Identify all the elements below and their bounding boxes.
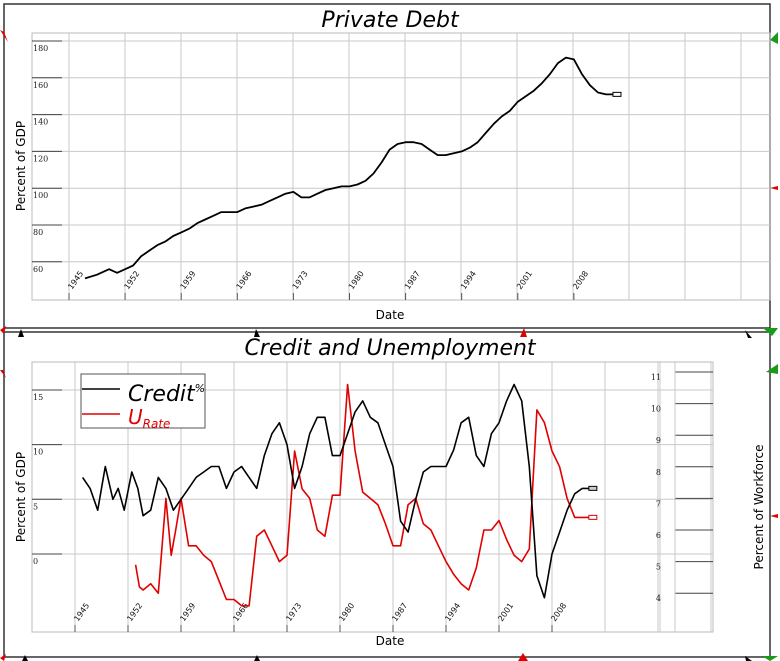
handle-green-arrow-icon[interactable]: [763, 328, 778, 336]
y-tick-label: 5: [33, 502, 38, 511]
handle-red-arrow-icon[interactable]: [0, 30, 8, 42]
right-y-tick-label: 8: [656, 468, 661, 477]
handle-green-arrow-icon[interactable]: [762, 656, 778, 661]
credit-unemployment-title: Credit and Unemployment: [244, 336, 536, 361]
panel-handles[interactable]: [0, 30, 778, 661]
private-debt-ylabel: Percent of GDP: [14, 121, 28, 211]
handle-black-arrow-icon[interactable]: [254, 655, 260, 661]
handle-red-arrow-icon[interactable]: [0, 370, 6, 378]
private-debt-title: Private Debt: [321, 8, 460, 33]
y-tick-label: 140: [33, 118, 48, 127]
legend-urate-label: URate: [128, 405, 170, 431]
handle-black-arrow-icon[interactable]: [254, 329, 260, 337]
handle-red-tick-icon[interactable]: [770, 186, 778, 190]
y-tick-label: 120: [33, 154, 48, 163]
private-debt-line: [84, 56, 614, 280]
handle-red-arrow-icon[interactable]: [0, 326, 6, 334]
handle-red-arrow-icon[interactable]: [520, 328, 527, 337]
plot-frame: [31, 361, 714, 633]
y-tick-label: 10: [33, 448, 43, 457]
y-tick-label: 60: [33, 265, 43, 274]
credit-unemployment-xlabel: Date: [376, 634, 405, 648]
handle-black-arrow-icon[interactable]: [745, 656, 752, 661]
credit-end-marker: [588, 485, 598, 491]
y-tick-label: 80: [33, 228, 43, 237]
credit-unemployment-ylabel-left: Percent of GDP: [14, 452, 28, 542]
series-end-marker: [612, 91, 622, 97]
y-tick-label: 100: [33, 191, 48, 200]
handle-black-arrow-icon[interactable]: [745, 330, 752, 338]
right-y-tick-label: 4: [656, 594, 661, 603]
legend-credit-label: Credit%: [128, 382, 205, 407]
right-y-tick-label: 7: [656, 499, 661, 508]
plot-frame: [31, 32, 771, 301]
handle-red-arrow-icon[interactable]: [518, 653, 528, 661]
right-y-tick-label: 6: [656, 531, 661, 540]
handle-red-arrow-icon[interactable]: [0, 654, 6, 661]
right-y-tick-label: 10: [651, 405, 661, 414]
handle-black-arrow-icon[interactable]: [22, 655, 28, 661]
handle-green-arrow-icon[interactable]: [770, 32, 778, 44]
y-tick-label: 15: [33, 393, 43, 402]
right-y-tick-label: 9: [656, 436, 661, 445]
right-y-tick-label: 11: [651, 373, 661, 382]
right-y-tick-label: 5: [656, 563, 661, 572]
credit-line: [81, 383, 590, 599]
handle-red-tick-icon[interactable]: [770, 514, 778, 518]
y-tick-label: 0: [33, 557, 38, 566]
urate-line: [134, 383, 590, 607]
urate-end-marker: [588, 514, 598, 520]
private-debt-xlabel: Date: [376, 308, 405, 322]
y-tick-label: 160: [33, 81, 48, 90]
handle-black-arrow-icon[interactable]: [18, 329, 24, 337]
credit-unemployment-ylabel-right: Percent of Workforce: [752, 445, 766, 570]
handle-green-arrow-icon[interactable]: [766, 364, 778, 374]
y-tick-label: 180: [33, 44, 48, 53]
chart-legend: Credit% URate: [80, 373, 206, 431]
